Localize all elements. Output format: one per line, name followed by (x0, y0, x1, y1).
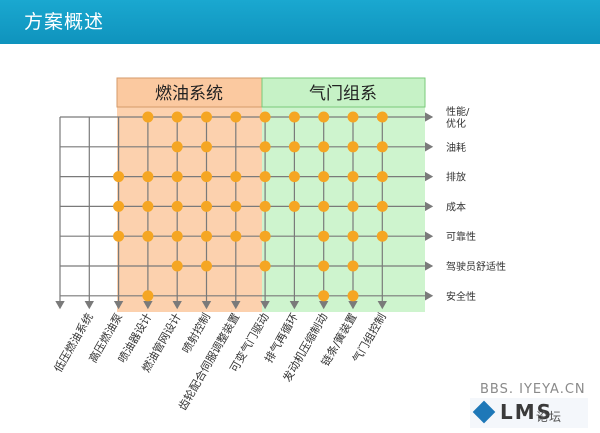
matrix-dot (201, 141, 212, 153)
matrix-dot (376, 171, 388, 183)
matrix-dot (259, 230, 271, 242)
column-label: 喷射控制 (179, 311, 213, 356)
matrix-dot (376, 111, 388, 123)
title-bar: 方案概述 (0, 0, 600, 44)
row-label: 排放 (446, 171, 466, 184)
matrix-dot (318, 111, 330, 123)
matrix-dot (288, 141, 300, 153)
matrix-dot (318, 141, 330, 153)
matrix-dot (171, 200, 183, 212)
matrix-dot (318, 171, 330, 183)
page-title: 方案概述 (24, 11, 105, 33)
matrix-dot (288, 200, 300, 212)
matrix-dot (259, 260, 271, 272)
lms-logo: LMS 论坛 (470, 398, 588, 428)
matrix-dot (171, 141, 183, 153)
matrix-dot (201, 260, 212, 272)
matrix-dot (113, 200, 125, 212)
matrix-dot (171, 171, 183, 183)
matrix-dot (288, 111, 300, 123)
matrix-dot (259, 111, 271, 123)
matrix-dot (142, 230, 154, 242)
matrix-dot (318, 200, 330, 212)
matrix-dot (201, 230, 212, 242)
matrix-dot (347, 200, 359, 212)
matrix-dot (171, 230, 183, 242)
logo-text: LMS (500, 400, 554, 424)
matrix-dot (259, 171, 271, 183)
matrix-dot (318, 230, 330, 242)
matrix-dot (230, 200, 242, 212)
matrix-dot (347, 230, 359, 242)
valvetrain-header (261, 77, 426, 108)
matrix-dot (376, 141, 388, 153)
row-label: 成本 (446, 200, 466, 213)
matrix-dot (142, 290, 154, 302)
matrix-dot (288, 171, 300, 183)
matrix-dot (347, 290, 359, 302)
matrix-dot (201, 171, 212, 183)
logo-forum-text: 论坛 (536, 410, 563, 424)
matrix-dot (142, 171, 154, 183)
matrix-dot (230, 111, 242, 123)
matrix-dot (318, 260, 330, 272)
matrix-dot (113, 171, 125, 183)
matrix-dot (376, 230, 388, 242)
matrix-dot (376, 200, 388, 212)
matrix-dot (171, 260, 183, 272)
matrix-dot (347, 260, 359, 272)
fuel-system-label: 燃油系统 (155, 84, 223, 104)
valvetrain-region (262, 107, 425, 312)
matrix-dot (142, 200, 154, 212)
matrix-dot (259, 141, 271, 153)
row-label: 油耗 (446, 141, 466, 154)
row-label: 可靠性 (446, 230, 476, 243)
row-label: 驾驶员舒适性 (446, 260, 506, 273)
logo-mark-icon (472, 400, 496, 424)
matrix-dot (318, 290, 330, 302)
matrix-dot (347, 111, 359, 123)
matrix-dot (347, 171, 359, 183)
row-label: 安全性 (446, 290, 476, 303)
matrix-dot (201, 200, 212, 212)
matrix-dot (230, 230, 242, 242)
valvetrain-label: 气门组系 (309, 84, 377, 104)
watermark-site: BBS. IYEYA.CN (480, 382, 586, 397)
matrix-dot (201, 111, 212, 123)
matrix-dot (113, 230, 125, 242)
row-label: 性能/优化 (446, 105, 470, 130)
matrix-dot (259, 200, 271, 212)
column-label: 低压燃油系统 (51, 311, 96, 375)
matrix-dot (230, 171, 242, 183)
matrix-dot (171, 111, 183, 123)
matrix-dot (347, 141, 359, 153)
matrix-dot (142, 111, 154, 123)
